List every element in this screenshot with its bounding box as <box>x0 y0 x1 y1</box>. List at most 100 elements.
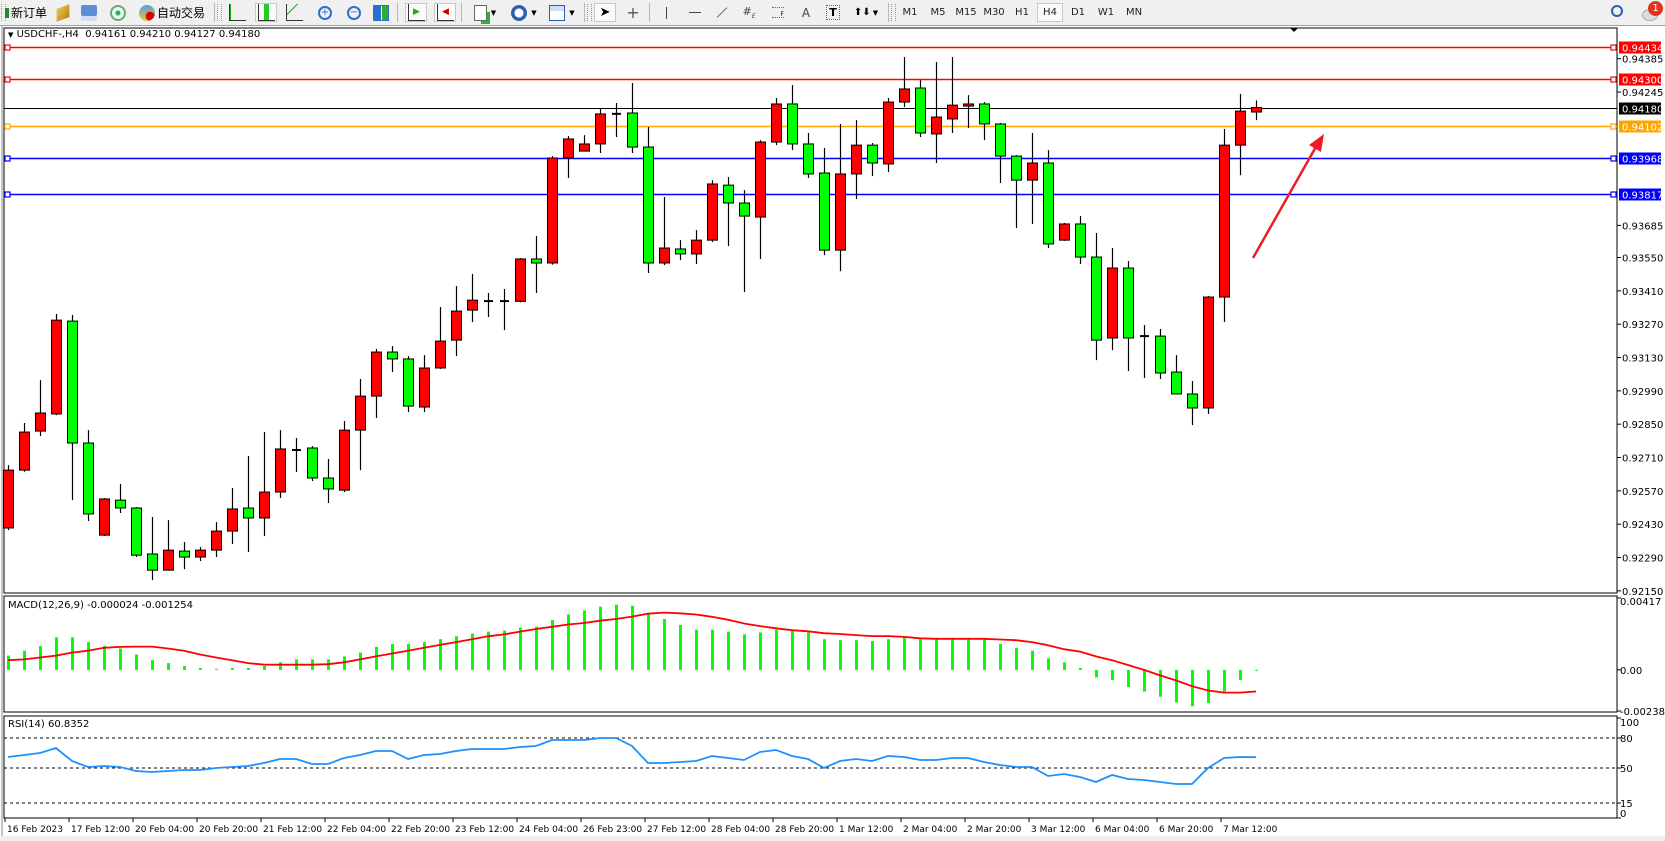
chart-shift-marker[interactable] <box>1290 28 1298 32</box>
candle-bear[interactable] <box>147 553 158 571</box>
candlestick-button[interactable] <box>255 3 277 22</box>
line-handle-right[interactable] <box>1610 76 1617 83</box>
candle-bull[interactable] <box>659 247 670 264</box>
data-window-button[interactable] <box>80 3 98 22</box>
candle-bear[interactable] <box>867 144 878 164</box>
line-handle-left[interactable] <box>4 155 11 162</box>
candle-bull[interactable] <box>259 491 270 519</box>
strategy-tester-button[interactable] <box>54 3 72 22</box>
candle-bull[interactable] <box>771 103 782 143</box>
candle-bear[interactable] <box>1171 371 1182 395</box>
candle-bull[interactable] <box>419 367 430 408</box>
annotation-arrow-shaft[interactable] <box>1251 144 1319 259</box>
candle-bull[interactable] <box>163 549 174 571</box>
candle-bull[interactable] <box>435 340 446 369</box>
candle-bull[interactable] <box>595 113 606 145</box>
fibonacci-button[interactable]: F <box>768 3 788 22</box>
new-order-button[interactable]: 新订单 <box>4 3 48 22</box>
candle-bear[interactable] <box>115 499 126 509</box>
candle-bear[interactable] <box>739 202 750 217</box>
candle-bear[interactable] <box>83 442 94 515</box>
candle-bull[interactable] <box>1219 144 1230 298</box>
candle-bull[interactable] <box>211 530 222 551</box>
candle-bull[interactable] <box>579 143 590 152</box>
line-handle-left[interactable] <box>4 76 11 83</box>
candle-bear[interactable] <box>915 87 926 134</box>
candle-bear[interactable] <box>787 103 798 145</box>
templates-button[interactable]: ▼ <box>545 3 579 22</box>
toolbar-grip[interactable] <box>891 4 896 21</box>
text-label-button[interactable]: T <box>823 3 843 22</box>
candle-bear[interactable] <box>995 123 1006 157</box>
timeframe-d1[interactable]: D1 <box>1070 7 1086 18</box>
candle-bull[interactable] <box>35 412 46 432</box>
candle-bear[interactable] <box>723 184 734 204</box>
equidistant-channel-button[interactable]: #E <box>739 3 759 22</box>
candle-bear[interactable] <box>803 143 814 175</box>
candle-bear[interactable] <box>1011 155 1022 181</box>
candle-bear[interactable] <box>179 550 190 558</box>
line-handle-left[interactable] <box>4 191 11 198</box>
candle-bull[interactable] <box>339 429 350 491</box>
line-handle-right[interactable] <box>1610 191 1617 198</box>
crosshair-button[interactable]: + <box>623 3 643 22</box>
candle-bull[interactable] <box>691 239 702 255</box>
timeframe-h1[interactable]: H1 <box>1015 7 1029 18</box>
candle-bear[interactable] <box>307 447 318 479</box>
candle-bull[interactable] <box>195 549 206 558</box>
timeframe-mn[interactable]: MN <box>1125 7 1143 18</box>
candle-bear[interactable] <box>1043 162 1054 245</box>
candle-bear[interactable] <box>531 258 542 264</box>
candle-bear[interactable] <box>1123 267 1134 339</box>
candle-bear[interactable] <box>627 112 638 148</box>
candle-bear[interactable] <box>323 477 334 490</box>
timeframe-m30[interactable]: M30 <box>983 7 1005 18</box>
candle-bull[interactable] <box>51 319 62 415</box>
arrows-button[interactable]: ⬆⬇ ▼ <box>850 3 882 22</box>
candle-bull[interactable] <box>547 157 558 264</box>
candle-bull[interactable] <box>883 101 894 165</box>
candle-bull[interactable] <box>19 431 30 471</box>
toolbar-grip[interactable] <box>587 4 592 21</box>
candle-bull[interactable] <box>1107 267 1118 339</box>
candle-bull[interactable] <box>835 173 846 251</box>
line-handle-right[interactable] <box>1610 123 1617 130</box>
candle-bull[interactable] <box>963 103 974 107</box>
candle-bear[interactable] <box>1075 223 1086 258</box>
candle-bull[interactable] <box>947 104 958 120</box>
candle-bear[interactable] <box>643 146 654 264</box>
candle-bull[interactable] <box>355 395 366 431</box>
candle-bull[interactable] <box>1027 162 1038 181</box>
zoom-out-button[interactable]: − <box>344 3 364 22</box>
line-handle-left[interactable] <box>4 123 11 130</box>
candle-bull[interactable] <box>3 469 14 529</box>
candle-bear[interactable] <box>67 320 78 444</box>
candle-bull[interactable] <box>1235 110 1246 146</box>
timeframe-h4[interactable]: H4 <box>1037 3 1063 22</box>
candle-bull[interactable] <box>275 448 286 493</box>
search-button[interactable] <box>1608 3 1626 22</box>
candle-bull[interactable] <box>515 258 526 302</box>
candle-bear[interactable] <box>243 507 254 519</box>
candle-bull[interactable] <box>467 299 478 311</box>
tile-windows-button[interactable] <box>371 3 391 22</box>
candle-bull[interactable] <box>371 351 382 397</box>
line-handle-right[interactable] <box>1610 44 1617 51</box>
candle-bull[interactable] <box>563 138 574 159</box>
signals-button[interactable] <box>109 3 127 22</box>
candle-bull[interactable] <box>899 88 910 103</box>
text-button[interactable]: A <box>796 3 816 22</box>
candle-bear[interactable] <box>387 351 398 360</box>
candle-bull[interactable] <box>1059 223 1070 241</box>
candle-bear[interactable] <box>1091 256 1102 341</box>
trendline-button[interactable] <box>712 3 732 22</box>
vertical-line-button[interactable] <box>656 3 676 22</box>
cursor-button[interactable]: ➤ <box>594 3 616 22</box>
candle-bull[interactable] <box>755 141 766 218</box>
candle-bull[interactable] <box>931 116 942 135</box>
line-handle-right[interactable] <box>1610 155 1617 162</box>
notification-button[interactable]: 1 <box>1642 1 1663 21</box>
candle-bear[interactable] <box>403 358 414 407</box>
periods-button[interactable]: ▼ <box>507 3 541 22</box>
